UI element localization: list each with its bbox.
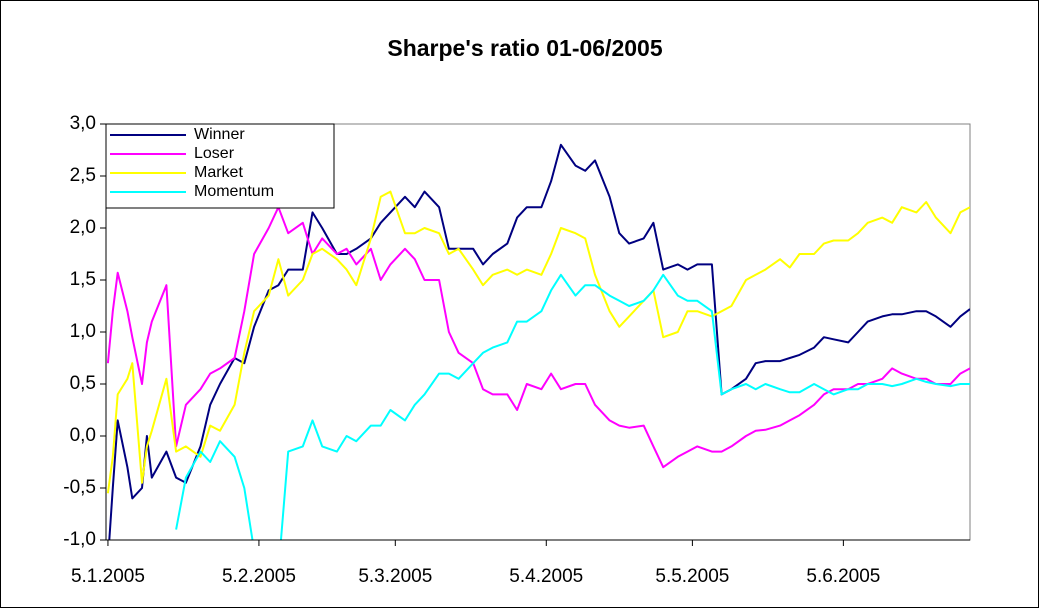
series-line: [106, 206, 970, 469]
chart-title: Sharpe's ratio 01-06/2005: [387, 35, 662, 61]
lines: [106, 143, 970, 540]
x-tick-label: 5.4.2005: [509, 566, 583, 587]
series-line: [106, 190, 970, 494]
x-tick-label: 5.3.2005: [358, 566, 432, 587]
y-tick-label: 2,5: [70, 165, 96, 186]
y-tick-label: 1,0: [70, 321, 96, 342]
legend-box: [105, 123, 335, 209]
y-tick-label: 1,5: [70, 269, 96, 290]
series-line: [175, 273, 970, 540]
legend-label: Market: [194, 164, 243, 181]
y-tick-label: 3,0: [70, 113, 96, 134]
legend-label: Loser: [194, 145, 235, 162]
y-tick-label: 2,0: [70, 217, 96, 238]
series-line: [108, 143, 970, 540]
x-tick-label: 5.5.2005: [655, 566, 729, 587]
x-tick-label: 5.6.2005: [806, 566, 880, 587]
legend-label: Momentum: [194, 183, 274, 200]
legend-label: Winner: [194, 126, 245, 143]
x-tick-label: 5.2.2005: [222, 566, 296, 587]
y-tick-label: 0,0: [70, 425, 96, 446]
y-tick-label: -0,5: [63, 477, 96, 498]
y-tick-label: -1,0: [63, 529, 96, 550]
y-tick-label: 0,5: [70, 373, 96, 394]
x-tick-label: 5.1.2005: [71, 566, 145, 587]
